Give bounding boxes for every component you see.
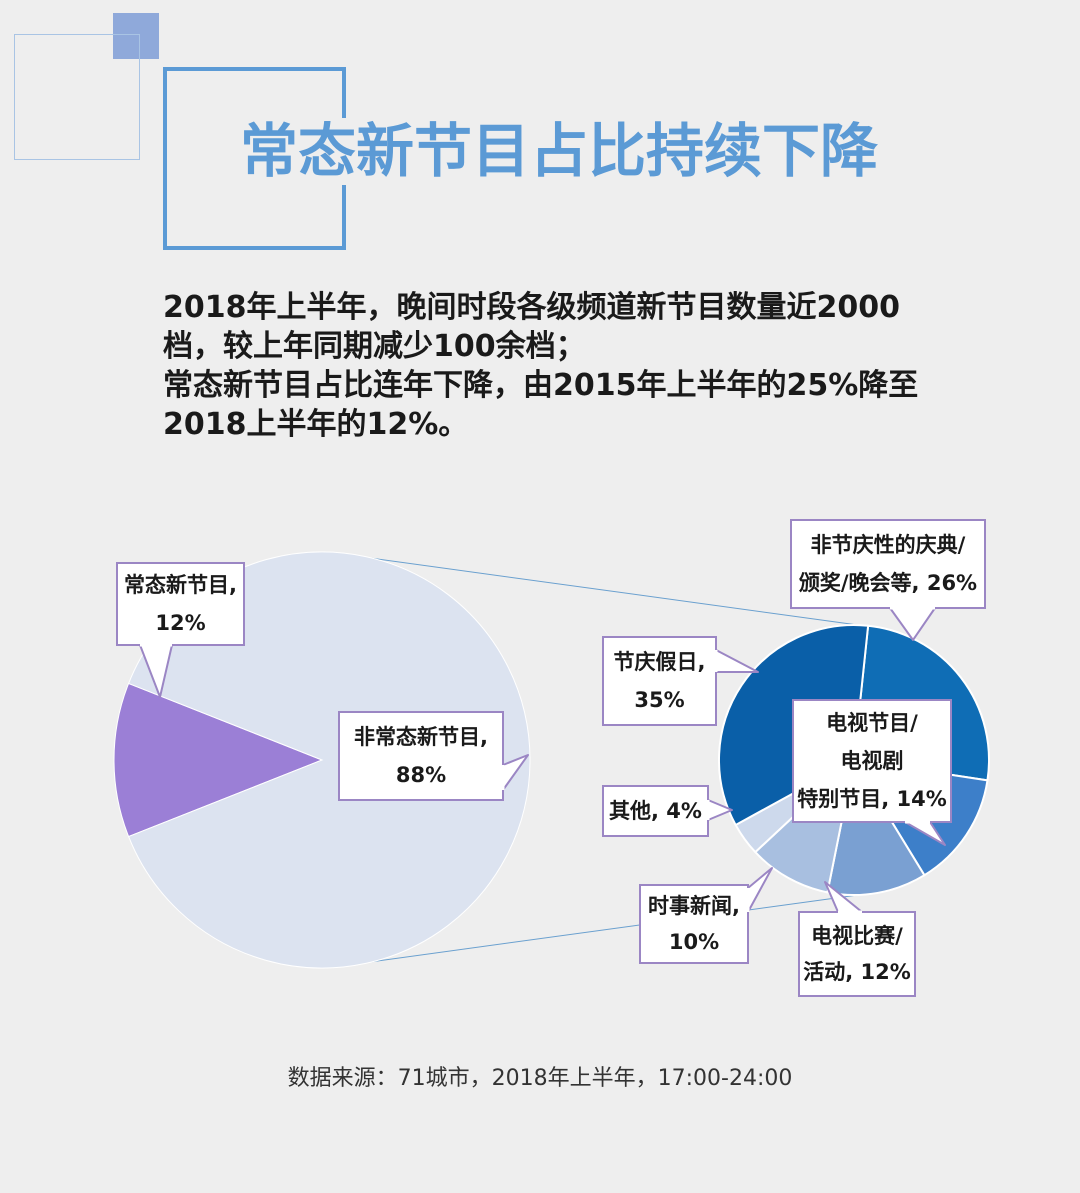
decorative-square	[113, 13, 159, 59]
callout-text-c_tv_special-1: 电视剧	[841, 749, 904, 773]
callout-box	[639, 884, 749, 964]
callout-c_contest: 电视比赛/活动, 12%	[798, 881, 916, 997]
page-title: 常态新节目占比持续下降	[234, 118, 885, 185]
main-pie-slice-0	[113, 682, 324, 838]
callout-labels: 常态新节目, 12% 非常态新节目, 88% 非节庆性的庆典/颁奖/晚会等, 26% 节庆…	[116, 519, 986, 997]
connector-lines	[369, 557, 866, 963]
callout-box	[790, 519, 986, 609]
callout-text-c_holiday-1: 35%	[634, 688, 684, 712]
callout-box	[798, 911, 916, 997]
summary-line-2: 档，较上年同期减少100余档；	[163, 329, 586, 364]
callout-text-c_regular-0: 常态新节目,	[124, 573, 237, 597]
callout-box	[602, 785, 709, 837]
callout-text-c_ceremony-1: 颁奖/晚会等, 26%	[799, 571, 977, 595]
callout-text-c_regular-1: 12%	[155, 611, 205, 635]
callout-c_news: 时事新闻, 10%	[639, 867, 773, 964]
callout-c_regular: 常态新节目, 12%	[116, 562, 245, 698]
callout-tail	[747, 867, 773, 913]
decorative-outline-square	[14, 34, 140, 160]
callout-text-c_news-0: 时事新闻,	[648, 894, 740, 918]
callout-text-c_news-1: 10%	[669, 930, 719, 954]
callout-tail	[715, 649, 759, 673]
callout-text-c_nonregular-1: 88%	[396, 763, 446, 787]
summary-line-4: 2018上半年的12%。	[163, 407, 469, 442]
callout-c_nonregular: 非常态新节目, 88%	[338, 711, 529, 801]
callout-box	[338, 711, 504, 801]
callout-text-c_contest-1: 活动, 12%	[803, 960, 911, 984]
summary-text: 2018年上半年，晚间时段各级频道新节目数量近2000 档，较上年同期减少100…	[163, 288, 993, 444]
callout-c_other: 其他, 4%	[602, 785, 733, 837]
main-pie-slice-1	[127, 551, 531, 969]
callout-text-c_tv_special-2: 特别节目, 14%	[797, 787, 947, 811]
callout-box	[602, 636, 717, 726]
data-source-note: 数据来源：71城市，2018年上半年，17:00-24:00	[287, 1066, 793, 1091]
callout-c_holiday: 节庆假日, 35%	[602, 636, 759, 726]
callout-text-c_holiday-0: 节庆假日,	[614, 650, 706, 674]
callout-text-c_nonregular-0: 非常态新节目,	[354, 725, 488, 749]
summary-line-1: 2018年上半年，晚间时段各级频道新节目数量近2000	[163, 290, 900, 325]
callout-text-c_other-0: 其他, 4%	[609, 799, 702, 823]
callout-text-c_tv_special-0: 电视节目/	[826, 711, 918, 735]
callout-box	[792, 699, 952, 823]
connector-line-bottom	[369, 893, 866, 963]
callout-box	[116, 562, 245, 646]
callout-text-c_ceremony-0: 非节庆性的庆典/	[811, 533, 966, 557]
callout-c_ceremony: 非节庆性的庆典/颁奖/晚会等, 26%	[790, 519, 986, 641]
callout-text-c_contest-0: 电视比赛/	[811, 924, 903, 948]
summary-line-3: 常态新节目占比连年下降，由2015年上半年的25%降至	[163, 368, 919, 403]
connector-line-top	[369, 557, 866, 627]
main-pie	[113, 551, 531, 969]
